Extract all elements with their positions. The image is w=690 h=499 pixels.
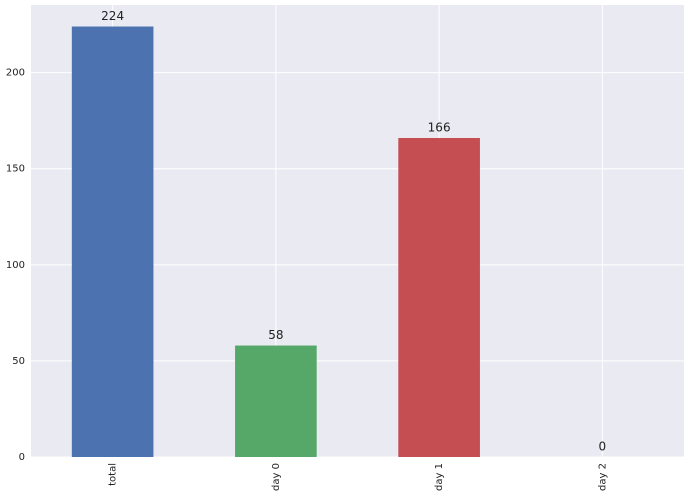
y-tick-label: 50	[12, 356, 25, 367]
bar	[71, 26, 154, 458]
value-label: 0	[599, 440, 607, 454]
value-label: 58	[268, 328, 283, 342]
x-tick-label: day 0	[271, 463, 282, 491]
bar	[398, 137, 480, 457]
y-tick-label: 150	[6, 164, 25, 175]
y-tick-label: 100	[6, 260, 25, 271]
y-tick-label: 200	[6, 68, 25, 79]
value-label: 166	[428, 120, 451, 134]
x-tick-label: day 1	[434, 463, 445, 491]
x-tick-label: day 2	[597, 463, 608, 491]
y-tick-label: 0	[19, 452, 25, 463]
x-tick-label: total	[108, 463, 119, 486]
value-label: 224	[101, 9, 124, 23]
bar	[235, 345, 317, 457]
